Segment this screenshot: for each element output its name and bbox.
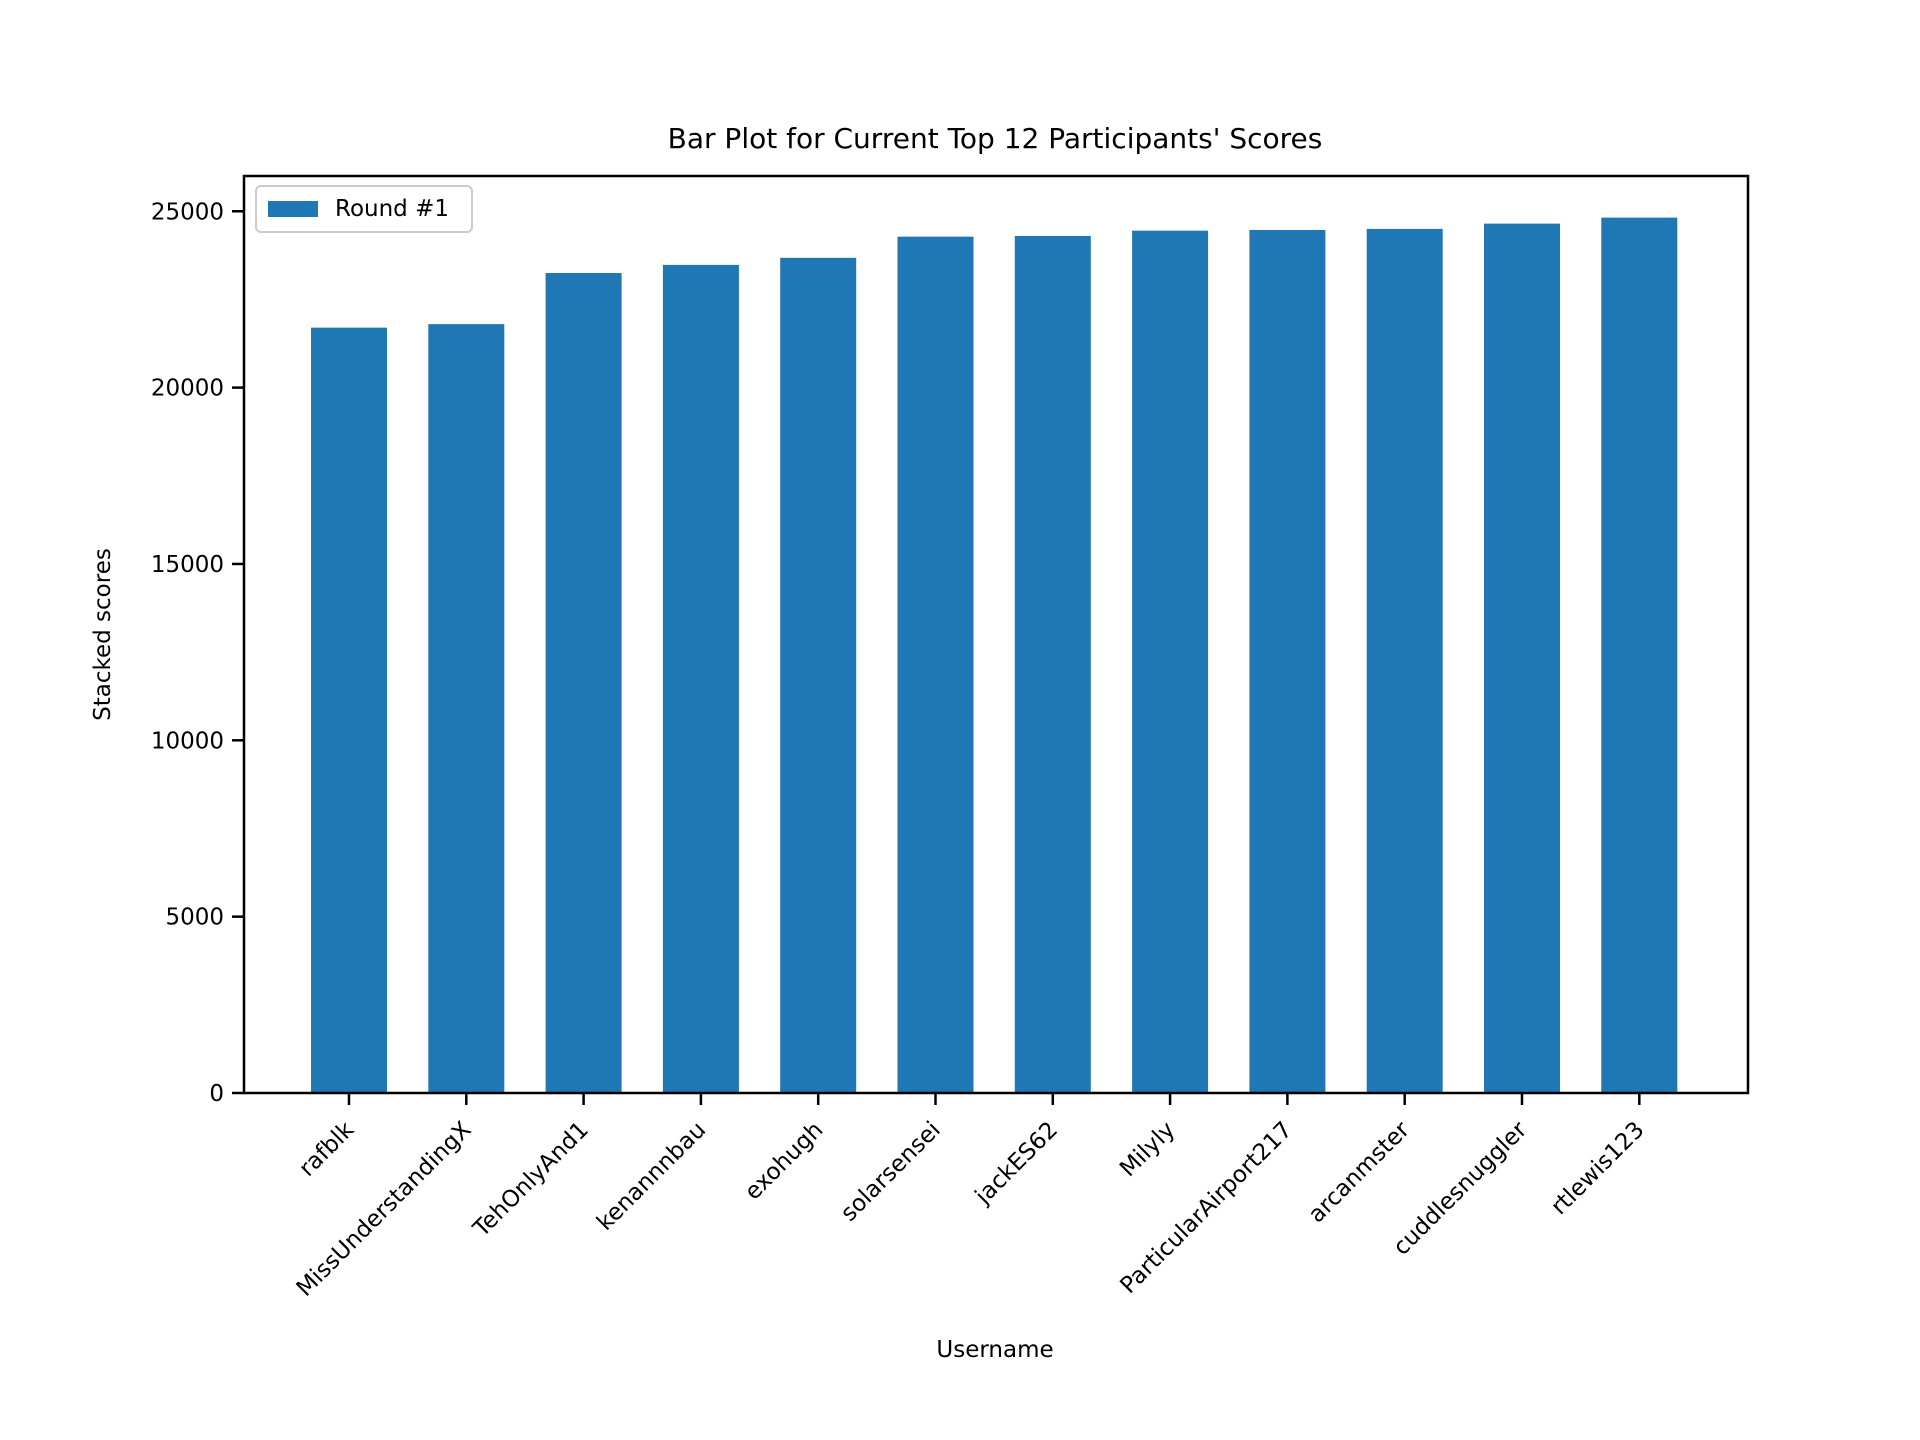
x-tick-label: exohugh	[740, 1117, 828, 1205]
bar-solarsensei	[897, 236, 974, 1093]
legend-label-round-1: Round #1	[335, 196, 449, 222]
x-tick-label: kenannnbau	[592, 1117, 711, 1236]
x-axis-label: Username	[936, 1337, 1053, 1363]
bar-kenannnbau	[662, 264, 739, 1094]
x-tick-label: Milyly	[1115, 1117, 1180, 1182]
y-tick-label: 5000	[165, 905, 224, 931]
y-tick-label: 25000	[151, 199, 224, 225]
y-axis-label: Stacked scores	[90, 548, 116, 721]
y-tick-label: 10000	[151, 728, 224, 754]
bar-rafblk	[311, 327, 387, 1093]
x-tick-label: TehOnlyAnd1	[468, 1117, 594, 1243]
legend: Round #1	[255, 185, 473, 233]
bar-cuddlesnuggler	[1484, 223, 1560, 1093]
x-tick-label: rtlewis123	[1546, 1117, 1649, 1220]
bar-MissUnderstandingX	[428, 324, 505, 1094]
bar-ParticularAirport217	[1249, 229, 1326, 1094]
bar-exohugh	[780, 257, 857, 1094]
bar-rtlewis123	[1601, 217, 1678, 1094]
bars-group	[311, 217, 1678, 1094]
bar-Milyly	[1132, 230, 1209, 1094]
y-axis-ticks: 0 5000 10000 15000 20000 25000	[151, 199, 244, 1107]
x-tick-label: solarsensei	[836, 1117, 946, 1227]
bar-jackES62	[1014, 235, 1091, 1093]
x-tick-label: jackES62	[970, 1117, 1063, 1210]
x-tick-label: arcanmster	[1304, 1116, 1416, 1228]
legend-swatch-round-1	[268, 201, 318, 217]
chart-title: Bar Plot for Current Top 12 Participants…	[668, 122, 1323, 155]
x-tick-label: rafblk	[294, 1116, 360, 1182]
y-tick-label: 0	[209, 1081, 224, 1107]
bar-TehOnlyAnd1	[545, 272, 622, 1094]
legend-frame	[255, 185, 473, 233]
bar-arcanmster	[1366, 228, 1443, 1094]
x-axis-ticks: rafblkMissUnderstandingXTehOnlyAnd1kenan…	[292, 1093, 1650, 1302]
plot-area-frame	[242, 174, 1750, 1095]
y-tick-label: 15000	[151, 552, 224, 578]
y-tick-label: 20000	[151, 376, 224, 402]
